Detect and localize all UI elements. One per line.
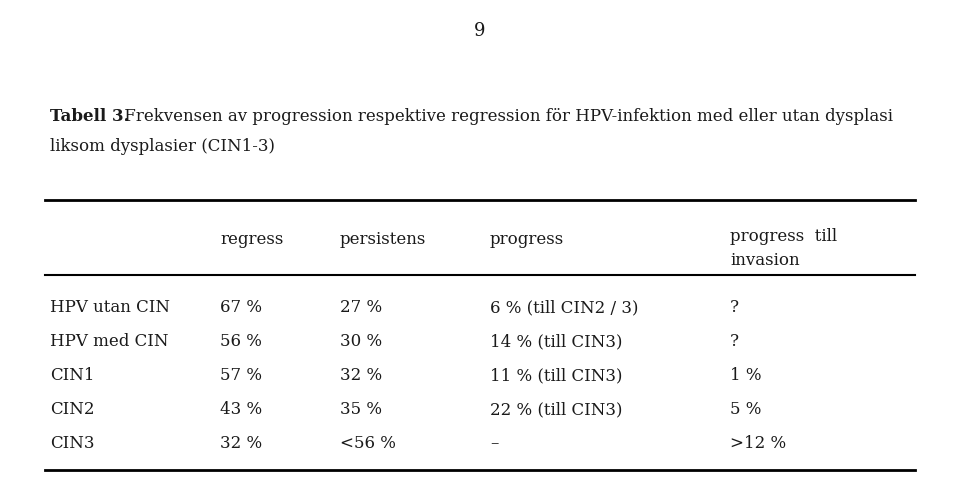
Text: CIN1: CIN1 (50, 367, 94, 385)
Text: HPV med CIN: HPV med CIN (50, 334, 169, 350)
Text: 6 % (till CIN2 / 3): 6 % (till CIN2 / 3) (490, 299, 638, 316)
Text: 27 %: 27 % (340, 299, 382, 316)
Text: 67 %: 67 % (220, 299, 262, 316)
Text: 56 %: 56 % (220, 334, 262, 350)
Text: 30 %: 30 % (340, 334, 382, 350)
Text: Tabell 3.: Tabell 3. (50, 108, 130, 125)
Text: 32 %: 32 % (340, 367, 382, 385)
Text: 32 %: 32 % (220, 436, 262, 452)
Text: Frekvensen av progression respektive regression för HPV-infektion med eller utan: Frekvensen av progression respektive reg… (119, 108, 893, 125)
Text: 1 %: 1 % (730, 367, 761, 385)
Text: CIN3: CIN3 (50, 436, 94, 452)
Text: progress: progress (490, 232, 564, 248)
Text: 35 %: 35 % (340, 401, 382, 418)
Text: invasion: invasion (730, 252, 800, 269)
Text: liksom dysplasier (CIN1-3): liksom dysplasier (CIN1-3) (50, 138, 275, 155)
Text: 11 % (till CIN3): 11 % (till CIN3) (490, 367, 622, 385)
Text: <56 %: <56 % (340, 436, 396, 452)
Text: progress  till: progress till (730, 228, 837, 245)
Text: 9: 9 (474, 22, 486, 40)
Text: –: – (490, 436, 498, 452)
Text: HPV utan CIN: HPV utan CIN (50, 299, 170, 316)
Text: persistens: persistens (340, 232, 426, 248)
Text: >12 %: >12 % (730, 436, 786, 452)
Text: 43 %: 43 % (220, 401, 262, 418)
Text: 57 %: 57 % (220, 367, 262, 385)
Text: ?: ? (730, 334, 739, 350)
Text: ?: ? (730, 299, 739, 316)
Text: CIN2: CIN2 (50, 401, 94, 418)
Text: 14 % (till CIN3): 14 % (till CIN3) (490, 334, 622, 350)
Text: 22 % (till CIN3): 22 % (till CIN3) (490, 401, 622, 418)
Text: 5 %: 5 % (730, 401, 761, 418)
Text: regress: regress (220, 232, 283, 248)
